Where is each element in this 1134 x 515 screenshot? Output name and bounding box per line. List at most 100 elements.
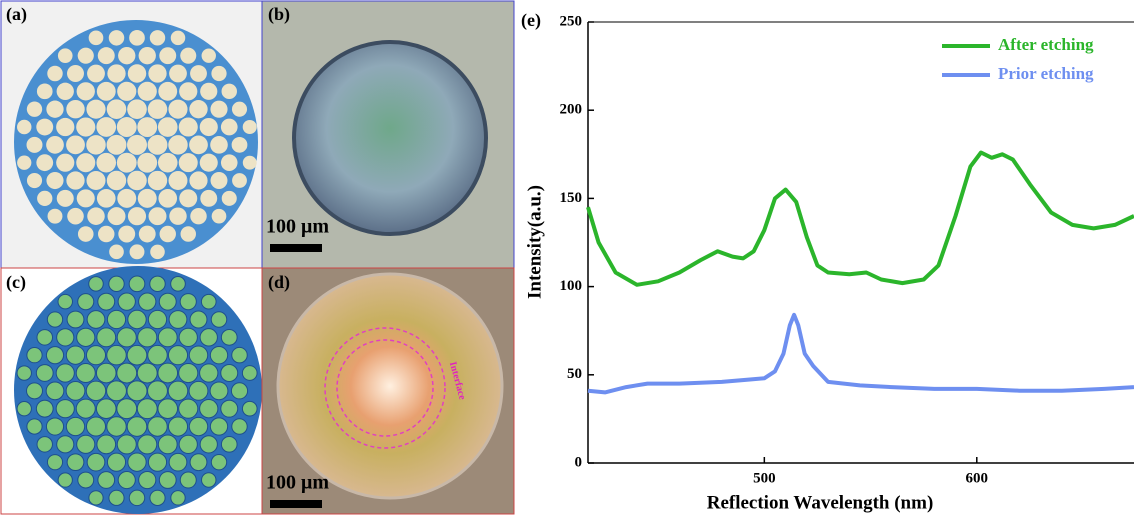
particle [149, 207, 167, 225]
particle [78, 226, 94, 242]
particle [107, 171, 126, 190]
particle [87, 453, 105, 471]
particle [169, 171, 188, 190]
particle [189, 346, 207, 364]
particle [118, 226, 135, 243]
particle [48, 209, 63, 224]
particle [200, 154, 218, 172]
particle [47, 312, 62, 327]
particle [189, 417, 207, 435]
particle [56, 154, 74, 172]
particle [148, 310, 166, 328]
particle [58, 294, 72, 308]
particle [168, 346, 187, 365]
particle [128, 64, 146, 82]
droplet-b [294, 42, 486, 234]
particle [211, 66, 226, 81]
particle [66, 417, 84, 435]
particle [46, 347, 63, 364]
panel-label: (c) [6, 272, 26, 293]
particle [160, 226, 176, 242]
particle [190, 311, 207, 328]
particle [190, 65, 207, 82]
particle [17, 366, 31, 380]
particle [86, 417, 105, 436]
particle [210, 418, 227, 435]
panel-label: (b) [268, 4, 290, 25]
particle [200, 364, 218, 382]
particle [77, 328, 95, 346]
particle [117, 189, 136, 208]
particle [46, 101, 63, 118]
particle [179, 363, 198, 382]
panel-label: (e) [521, 10, 541, 31]
particle [169, 311, 187, 329]
particle [171, 277, 186, 292]
particle [211, 455, 226, 470]
particle [171, 491, 185, 505]
particle [200, 118, 218, 136]
particle [137, 399, 157, 419]
particle [17, 120, 31, 134]
particle [78, 48, 94, 64]
particle [76, 153, 95, 172]
particle [168, 135, 187, 154]
legend-label: Prior etching [998, 64, 1094, 83]
particle [77, 435, 95, 453]
particle [97, 189, 116, 208]
particle [76, 363, 95, 382]
panel-label: (a) [6, 4, 27, 25]
particle [87, 207, 105, 225]
particle [57, 329, 74, 346]
particle [66, 171, 84, 189]
particle [159, 472, 176, 489]
particle [107, 99, 127, 119]
particle [200, 83, 217, 100]
particle [86, 100, 105, 119]
particle [202, 473, 216, 487]
particle [148, 381, 168, 401]
particle [96, 399, 116, 419]
particle [129, 30, 145, 46]
y-tick-label: 250 [560, 13, 583, 29]
particle [129, 276, 145, 292]
particle [46, 418, 63, 435]
x-axis-label: Reflection Wavelength (nm) [707, 492, 934, 513]
particle [148, 99, 168, 119]
particle [189, 135, 208, 154]
particle [232, 137, 248, 153]
particle [96, 363, 116, 383]
particle [36, 365, 53, 382]
particle [148, 345, 168, 365]
particle [58, 473, 72, 487]
particle [107, 310, 125, 328]
particle [107, 345, 126, 364]
particle [57, 436, 74, 453]
particle [148, 135, 168, 155]
particle [180, 294, 196, 310]
particle [118, 293, 135, 310]
particle [36, 119, 53, 136]
particle [97, 328, 116, 347]
particle [189, 171, 207, 189]
particle [86, 135, 105, 154]
particle [221, 437, 237, 453]
particle [77, 82, 95, 100]
particle [27, 173, 42, 188]
particle [232, 102, 247, 117]
particle [150, 276, 165, 291]
y-tick-label: 50 [567, 366, 582, 382]
series-line [588, 315, 1134, 393]
particle [137, 363, 157, 383]
y-tick-label: 0 [575, 454, 583, 470]
particle [179, 435, 197, 453]
scale-bar [270, 500, 322, 508]
particle [190, 208, 206, 224]
particle [222, 84, 237, 99]
particle [159, 293, 176, 310]
particle [27, 419, 42, 434]
particle [200, 329, 217, 346]
particle [180, 48, 196, 64]
particle [158, 328, 177, 347]
particle [139, 47, 156, 64]
